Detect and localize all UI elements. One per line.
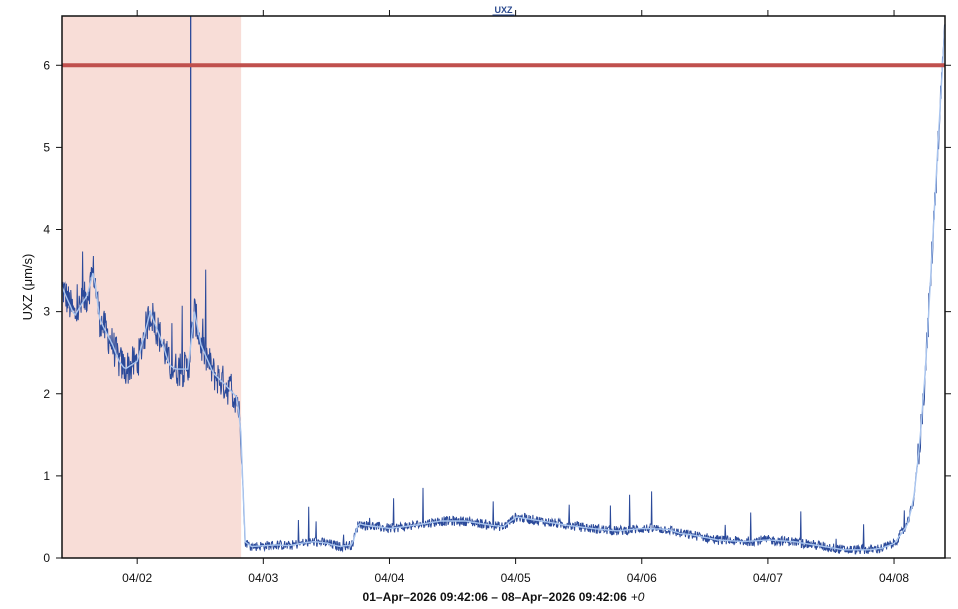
uxz-mean-series <box>61 24 946 551</box>
x-tick-label: 04/07 <box>753 571 783 585</box>
y-tick-label: 3 <box>43 305 50 319</box>
x-tick-label: 04/03 <box>248 571 278 585</box>
y-tick-label: 5 <box>43 140 50 154</box>
x-tick-label: 04/04 <box>374 571 404 585</box>
y-tick-label: 1 <box>43 469 50 483</box>
x-tick-label: 04/05 <box>501 571 531 585</box>
uxz-raw-series <box>61 24 946 555</box>
y-tick-label: 6 <box>43 58 50 72</box>
x-tick-label: 04/08 <box>879 571 909 585</box>
tick-labels: 0 1 2 3 4 5 6 04/02 04/03 04/04 04/05 04/06 04/07 04/… <box>43 58 909 585</box>
tick-marks <box>56 10 951 564</box>
y-tick-label: 4 <box>43 223 50 237</box>
y-tick-label: 0 <box>43 551 50 565</box>
time-range-label: 01–Apr–2026 09:42:06 – 08–Apr–2026 09:42… <box>363 590 628 604</box>
x-tick-label: 04/06 <box>627 571 657 585</box>
plot-title: UXZ <box>495 5 514 15</box>
time-range-footer: 01–Apr–2026 09:42:06 – 08–Apr–2026 09:42… <box>363 590 645 604</box>
time-offset-label: +0 <box>631 590 645 604</box>
x-tick-label: 04/02 <box>122 571 152 585</box>
y-axis-title: UXZ (μm/s) <box>20 254 35 321</box>
alarm-shaded-region <box>62 16 242 558</box>
series-layer <box>61 16 946 555</box>
y-tick-label: 2 <box>43 387 50 401</box>
plot-frame <box>61 15 946 559</box>
